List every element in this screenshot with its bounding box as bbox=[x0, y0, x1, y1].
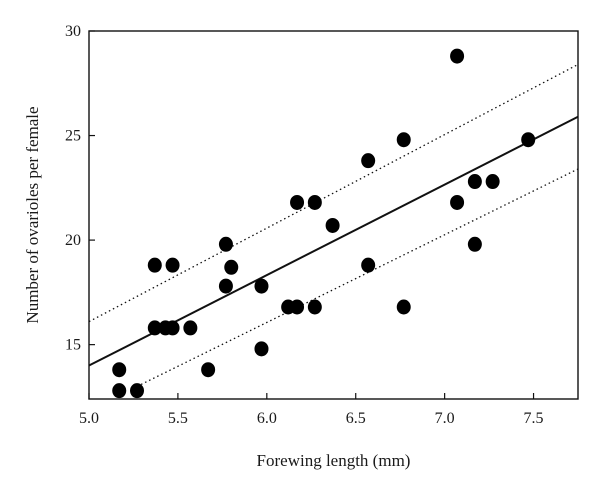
x-axis-ticks: 5.0 5.5 6.0 6.5 7.0 7.5 bbox=[79, 393, 544, 427]
x-axis-title: Forewing length (mm) bbox=[257, 451, 411, 470]
data-point bbox=[147, 257, 162, 273]
data-point bbox=[325, 217, 340, 233]
y-tick-label: 15 bbox=[65, 337, 81, 354]
plot-frame bbox=[88, 30, 579, 400]
data-point bbox=[307, 194, 322, 210]
y-tick-label: 30 bbox=[65, 23, 81, 40]
data-points bbox=[112, 48, 536, 399]
data-point bbox=[254, 278, 269, 294]
data-point bbox=[290, 194, 305, 210]
data-point bbox=[485, 174, 500, 190]
data-point bbox=[183, 320, 198, 336]
confidence-bands bbox=[88, 63, 579, 388]
data-point bbox=[165, 320, 180, 336]
y-tick-label: 25 bbox=[65, 128, 81, 145]
x-tick-label: 7.0 bbox=[435, 410, 455, 427]
data-point bbox=[361, 257, 376, 273]
data-point bbox=[467, 236, 482, 252]
confidence-upper-line bbox=[88, 63, 579, 323]
data-point bbox=[254, 341, 269, 357]
x-tick-label: 5.0 bbox=[79, 410, 99, 427]
data-point bbox=[112, 383, 127, 399]
data-point bbox=[147, 320, 162, 336]
x-tick-label: 5.5 bbox=[168, 410, 188, 427]
data-point bbox=[130, 383, 145, 399]
y-axis-ticks: 15 20 25 30 bbox=[65, 23, 95, 354]
data-point bbox=[224, 259, 239, 275]
data-point bbox=[290, 299, 305, 315]
data-point bbox=[450, 48, 465, 64]
data-point bbox=[467, 174, 482, 190]
confidence-lower-line bbox=[136, 168, 579, 388]
data-point bbox=[218, 236, 233, 252]
y-tick-label: 20 bbox=[65, 232, 81, 249]
x-tick-label: 6.0 bbox=[257, 410, 277, 427]
data-point bbox=[396, 132, 411, 148]
data-point bbox=[112, 362, 127, 378]
data-point bbox=[165, 257, 180, 273]
data-point bbox=[361, 153, 376, 169]
data-point bbox=[201, 362, 216, 378]
data-point bbox=[307, 299, 322, 315]
data-point bbox=[450, 194, 465, 210]
y-axis-title: Number of ovarioles per female bbox=[23, 106, 42, 323]
data-point bbox=[218, 278, 233, 294]
x-tick-label: 6.5 bbox=[346, 410, 366, 427]
data-point bbox=[396, 299, 411, 315]
x-tick-label: 7.5 bbox=[524, 410, 544, 427]
data-point bbox=[521, 132, 536, 148]
